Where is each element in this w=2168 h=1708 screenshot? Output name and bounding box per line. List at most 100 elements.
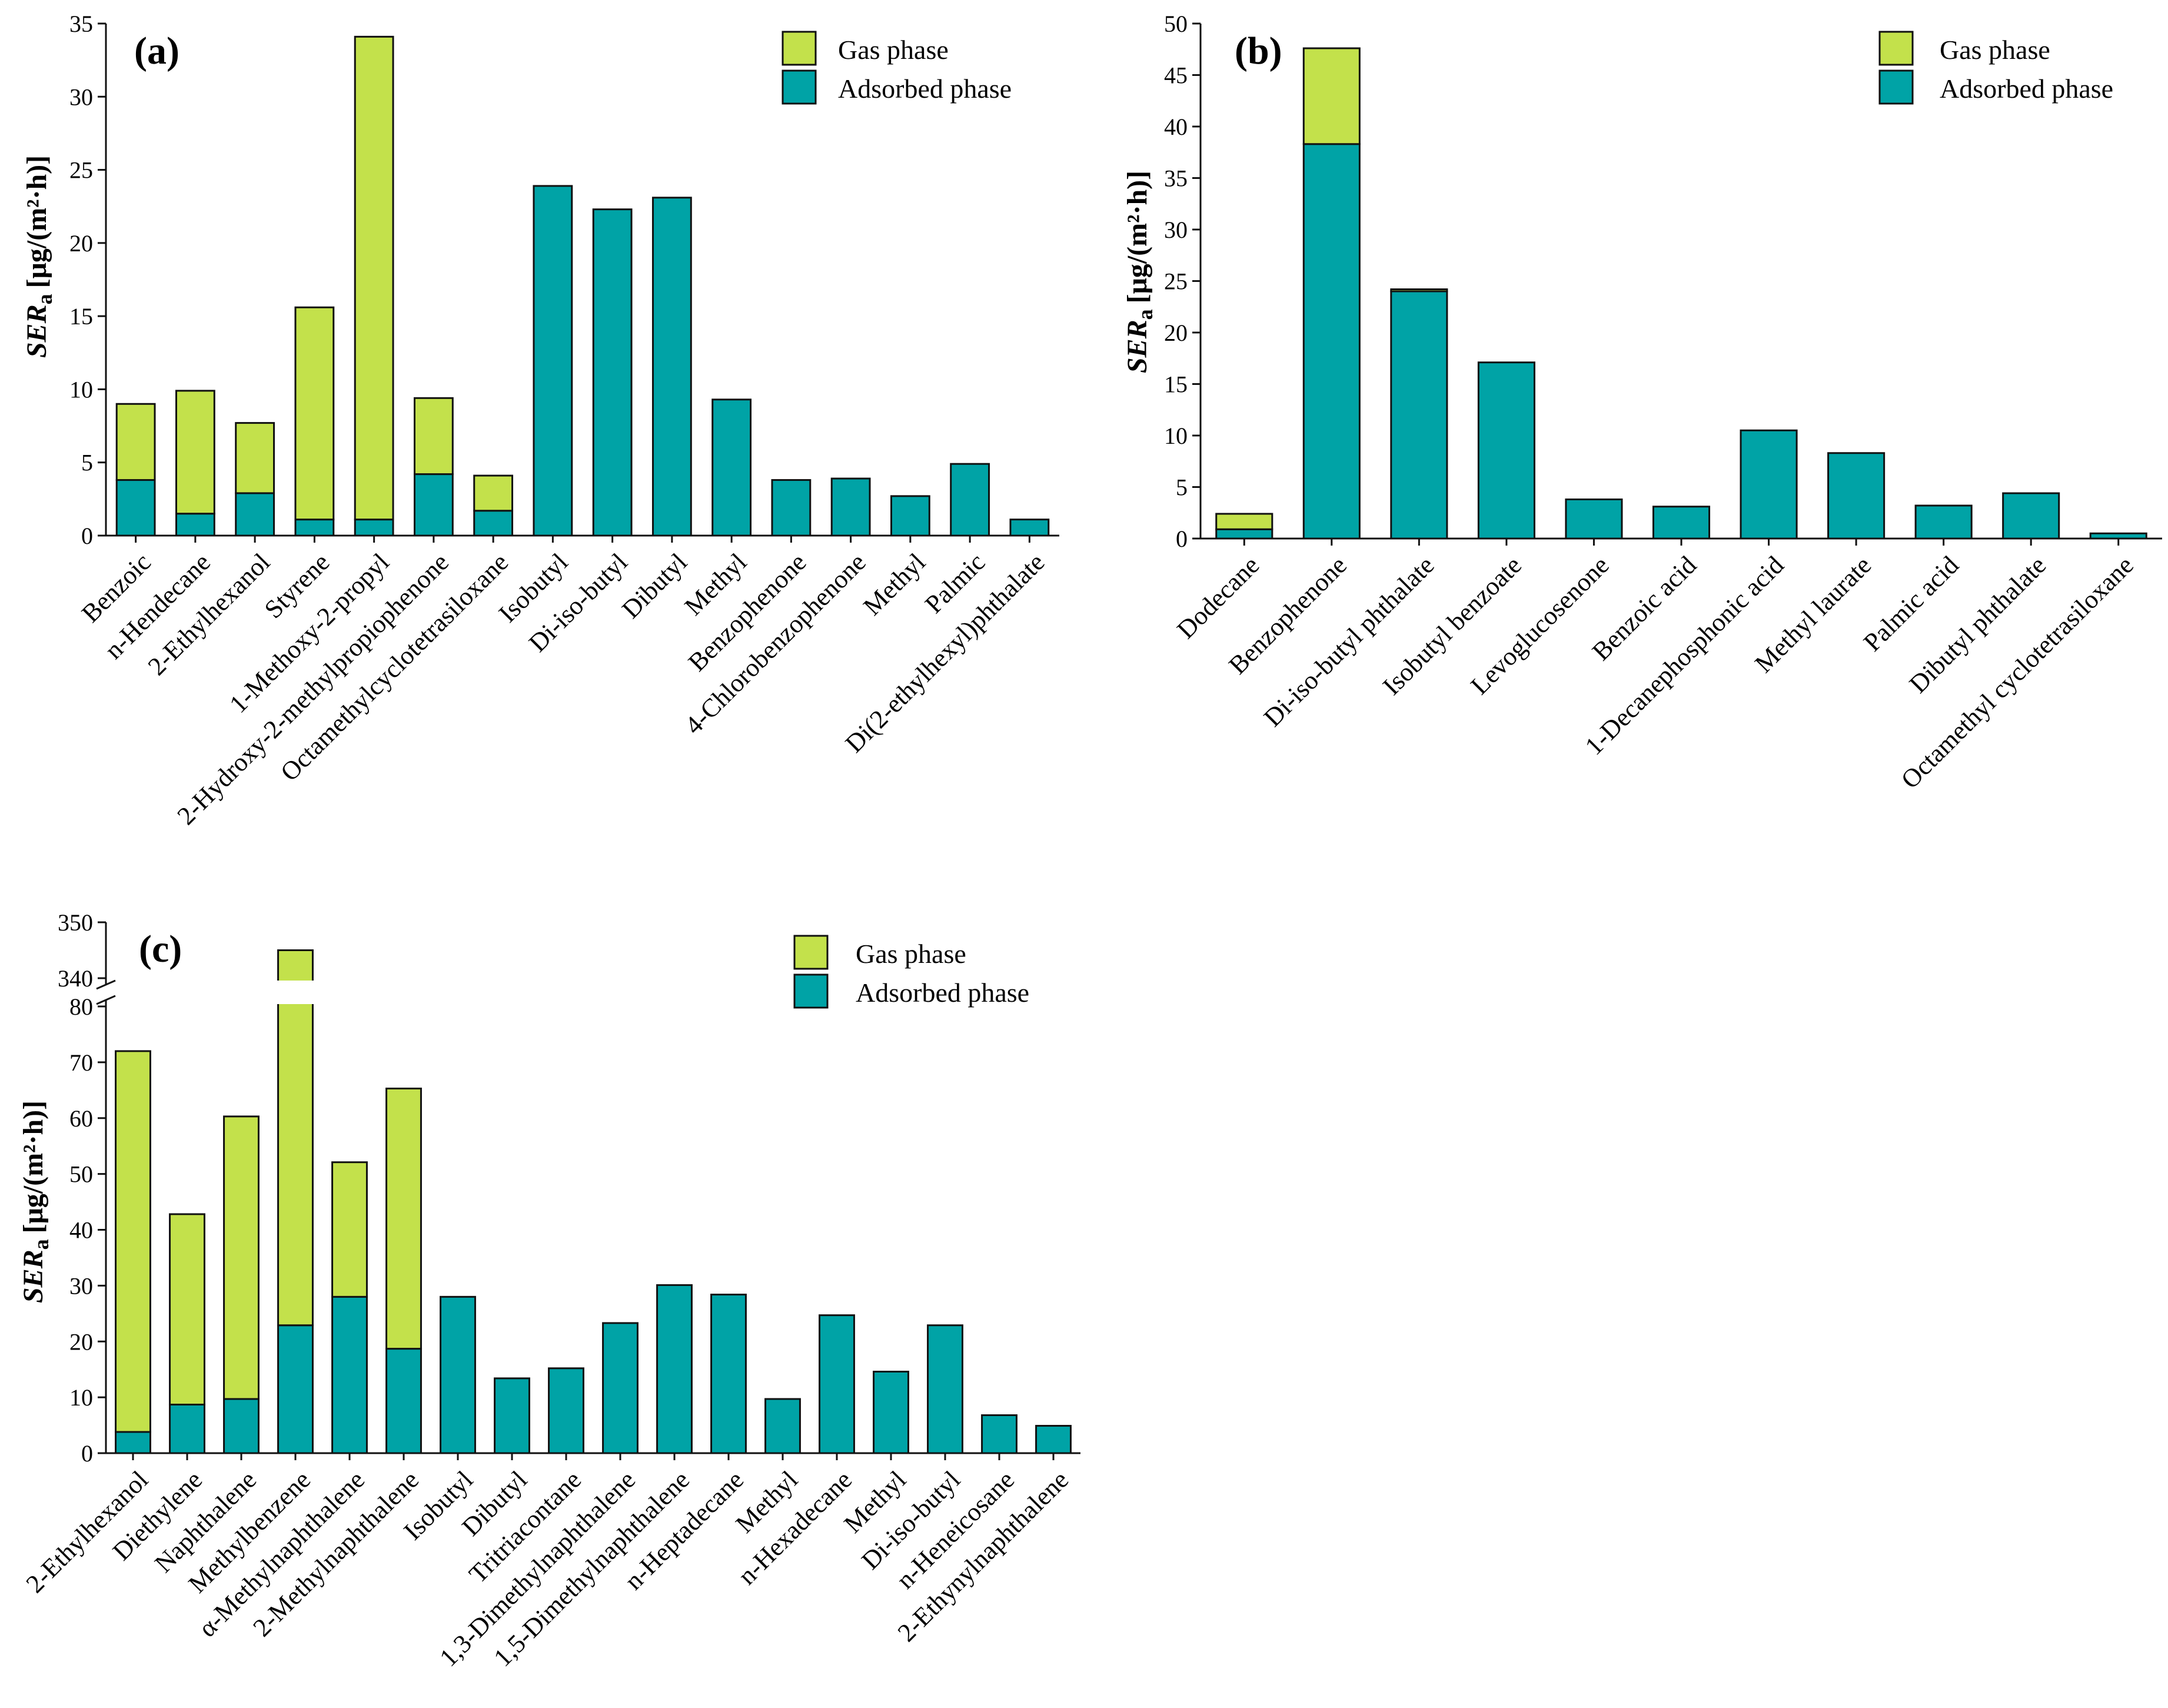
panel-a-bar-adsorbed [354, 519, 394, 537]
panel-a-bar-adsorbed [890, 495, 930, 537]
panel-b-y-tick-label: 35 [1164, 165, 1188, 192]
panel-c-bar-adsorbed [331, 1295, 368, 1454]
panel-a-bar-adsorbed [473, 510, 514, 537]
panel-b-bar-gas [1302, 47, 1361, 145]
panel-a-bar-adsorbed [175, 513, 215, 537]
panel-b-y-tick-label: 20 [1164, 320, 1188, 346]
panel-c-y-axis-title: SERa[μg/(m²·h)] [18, 1101, 53, 1303]
panel-c-label: (c) [139, 928, 182, 971]
panel-c-bar-gas [331, 1161, 368, 1298]
panel-b-bar-adsorbed [1914, 504, 1973, 540]
panel-a-y-tick-label: 0 [81, 523, 93, 549]
panel-a-bar-adsorbed [711, 398, 752, 537]
panel-b-bar-adsorbed [1827, 452, 1886, 540]
panel-c-bar-adsorbed [927, 1324, 963, 1454]
panel-c-bar-gas [277, 949, 314, 1327]
panel-c-y-tick-label: 30 [69, 1272, 93, 1299]
panel-a-bar-gas [115, 403, 156, 481]
panel-b-bar-gas [1390, 288, 1448, 293]
panel-b-y-tick-label: 25 [1164, 268, 1188, 295]
panel-c-axis-break-mark [96, 979, 116, 990]
panel-c-y-tick-label: 10 [69, 1384, 93, 1411]
panel-b-legend-adsorbed-swatch [1878, 69, 1914, 105]
panel-a-legend-gas-label: Gas phase [838, 35, 949, 65]
panel-a-bar-gas [235, 422, 275, 494]
panel-c-y-tick-label: 60 [69, 1105, 93, 1132]
panel-a-legend-adsorbed-swatch [782, 69, 817, 105]
panel-a-bar-adsorbed [533, 185, 573, 537]
panel-c-bar-adsorbed [656, 1284, 693, 1454]
panel-c-axis-break-mark [96, 995, 116, 1005]
panel-a-bar-gas [473, 474, 514, 512]
panel-b-bar-adsorbed [1390, 290, 1448, 540]
panel-b-legend-adsorbed-label: Adsorbed phase [1940, 74, 2113, 104]
panel-a-y-tick-label: 15 [69, 303, 93, 330]
panel-a-legend: Gas phase Adsorbed phase [782, 31, 1012, 105]
panel-a-bar-adsorbed [651, 197, 692, 537]
panel-c-bar-adsorbed [819, 1314, 855, 1454]
panel-c-bar-adsorbed [169, 1403, 205, 1454]
panel-c-legend-adsorbed-swatch [793, 973, 829, 1009]
panel-a-legend-gas-swatch [782, 31, 817, 66]
panel-b-label: (b) [1235, 29, 1282, 72]
panel-a-y-tick-label: 30 [69, 84, 93, 110]
panel-a-bar-adsorbed [413, 473, 454, 537]
panel-c-bar-adsorbed [494, 1377, 530, 1454]
panel-b-legend-gas-swatch [1878, 31, 1914, 66]
panel-c-bar-gas [115, 1050, 151, 1433]
panel-c-bar-adsorbed [277, 1324, 314, 1454]
panel-c-bar-gas [385, 1087, 422, 1350]
panel-c-bar-break-gap [275, 981, 315, 1004]
panel-a-bar-adsorbed [830, 477, 871, 537]
panel-b-legend: Gas phase Adsorbed phase [1878, 31, 2113, 105]
panel-c-bar-adsorbed [710, 1294, 747, 1454]
panel-a-y-tick-label: 5 [81, 450, 93, 476]
panel-c-legend-gas-swatch [793, 935, 829, 970]
panel-b-bar-adsorbed [1565, 499, 1623, 540]
panel-a-bar-gas [413, 397, 454, 476]
panel-a-legend-adsorbed-label: Adsorbed phase [838, 74, 1012, 104]
panel-a-bar-gas [294, 306, 335, 521]
panel-c-y-tick-label: 50 [69, 1161, 93, 1188]
panel-a-y-axis-title: SERa[μg/(m²·h)] [21, 155, 56, 358]
panel-c-bar-adsorbed [981, 1414, 1018, 1454]
panel-a-y-tick-label: 35 [69, 11, 93, 37]
panel-c-bar-adsorbed [1035, 1425, 1072, 1454]
panel-b-bar-adsorbed [2002, 492, 2060, 540]
panel-b-bar-adsorbed [1477, 361, 1535, 540]
panel-c-bar-adsorbed [440, 1295, 476, 1454]
panel-b-y-tick-label: 30 [1164, 217, 1188, 243]
panel-c-y-tick-label: 40 [69, 1217, 93, 1244]
panel-a-bar-adsorbed [1009, 519, 1050, 537]
panel-c-y-tick-label: 70 [69, 1049, 93, 1076]
panel-c-bar-gas [223, 1115, 260, 1400]
panel-a-bar-adsorbed [294, 519, 335, 537]
panel-b-y-tick-label: 10 [1164, 423, 1188, 449]
panel-b-y-tick-label: 15 [1164, 371, 1188, 398]
panel-c-bar-adsorbed [385, 1348, 422, 1454]
panel-b-y-axis-title: SERa[μg/(m²·h)] [1122, 171, 1157, 373]
panel-c-bar-adsorbed [223, 1398, 260, 1454]
panel-a-bar-adsorbed [771, 479, 812, 537]
panel-b-y-tick-label: 45 [1164, 62, 1188, 89]
panel-c-bar-adsorbed [764, 1398, 801, 1454]
panel-b-bar-adsorbed [1652, 506, 1711, 540]
panel-b-y-tick-label: 0 [1176, 526, 1188, 552]
panel-b-bar-adsorbed [1215, 528, 1273, 540]
panel-a-bar-adsorbed [235, 492, 275, 537]
panel-c-legend-adsorbed-label: Adsorbed phase [856, 978, 1029, 1008]
panel-a-y-tick-label: 25 [69, 157, 93, 184]
panel-c-bar-gas [169, 1213, 205, 1405]
panel-b-bar-adsorbed [1302, 143, 1361, 540]
panel-c-y-tick-label: 350 [58, 909, 93, 936]
panel-c-y-tick-label: 80 [69, 993, 93, 1020]
panel-c-bar-adsorbed [115, 1431, 151, 1454]
panel-c-bar-adsorbed [602, 1322, 639, 1454]
panel-a-bar-adsorbed [592, 208, 633, 537]
panel-b-y-tick-label: 40 [1164, 114, 1188, 140]
panel-c-y-tick-label: 20 [69, 1328, 93, 1355]
panel-b-y-tick-label: 50 [1164, 11, 1188, 37]
panel-b-bar-adsorbed [2089, 532, 2147, 540]
